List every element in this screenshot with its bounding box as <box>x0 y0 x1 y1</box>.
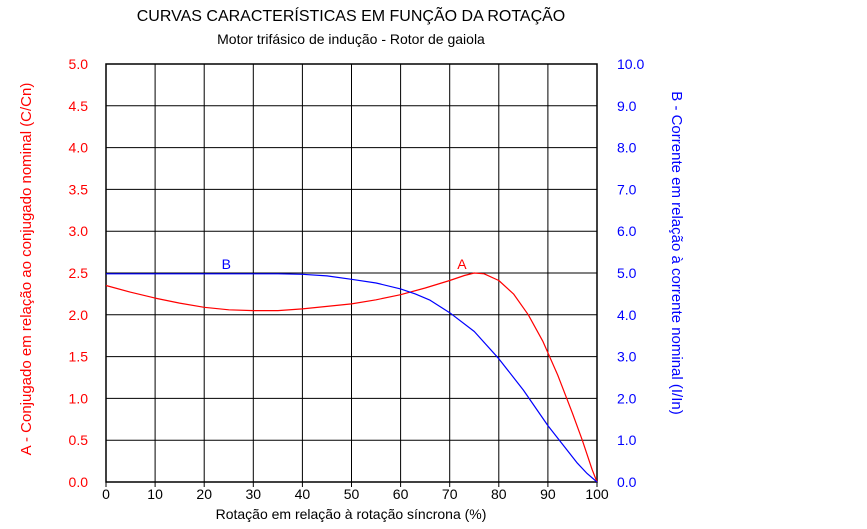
chart-subtitle: Motor trifásico de indução - Rotor de ga… <box>217 31 485 47</box>
annotation-label-b: B <box>222 256 231 272</box>
y-left-tick-label: 0.5 <box>69 432 89 448</box>
x-tick-label: 40 <box>295 486 311 502</box>
y-left-tick-label: 0.0 <box>69 474 89 490</box>
chart-title: CURVAS CARACTERÍSTICAS EM FUNÇÃO DA ROTA… <box>137 5 566 25</box>
y-right-tick-label: 8.0 <box>617 140 637 156</box>
y-right-tick-label: 9.0 <box>617 98 637 114</box>
series-layer <box>105 272 598 483</box>
y-right-tick-label: 2.0 <box>617 390 637 406</box>
annotations: AB <box>222 256 468 272</box>
y-left-tick-label: 2.5 <box>69 265 89 281</box>
x-tick-label: 10 <box>147 486 163 502</box>
y-right-tick-label: 5.0 <box>617 265 637 281</box>
y-left-tick-label: 4.0 <box>69 140 89 156</box>
annotation-label-a: A <box>457 256 467 272</box>
series-line-b <box>106 273 598 483</box>
y-right-tick-label: 1.0 <box>617 432 637 448</box>
x-tick-label: 70 <box>442 486 458 502</box>
y-left-tick-label: 3.0 <box>69 223 89 239</box>
y-right-tick-label: 6.0 <box>617 223 637 239</box>
y-left-tick-label: 2.0 <box>69 307 89 323</box>
y-axis-left-label: A - Conjugado em relação ao conjugado no… <box>18 83 35 456</box>
y-left-tick-label: 5.0 <box>69 56 89 72</box>
x-tick-label: 90 <box>540 486 556 502</box>
x-tick-label: 60 <box>393 486 409 502</box>
y-right-tick-label: 0.0 <box>617 474 637 490</box>
grid <box>105 63 598 483</box>
y-axis-right-label: B - Corrente em relação à corrente nomin… <box>668 91 685 414</box>
x-axis-label: Rotação em relação à rotação síncrona (%… <box>216 506 487 522</box>
y-right-tick-label: 10.0 <box>617 56 644 72</box>
series-line-a <box>105 272 598 483</box>
y-left-tick-label: 1.0 <box>69 390 89 406</box>
y-left-tick-label: 4.5 <box>69 98 89 114</box>
y-right-tick-label: 4.0 <box>617 307 637 323</box>
y-left-tick-label: 3.5 <box>69 181 89 197</box>
x-tick-label: 100 <box>585 486 609 502</box>
x-tick-label: 80 <box>491 486 507 502</box>
x-tick-label: 30 <box>246 486 262 502</box>
y-right-tick-label: 3.0 <box>617 349 637 365</box>
x-tick-label: 0 <box>102 486 110 502</box>
x-tick-label: 20 <box>196 486 212 502</box>
y-right-tick-label: 7.0 <box>617 181 637 197</box>
axes: 0 10 20 30 40 50 60 70 80 90 100 0.0 0.5 1.0 1.5 2.0 2.5… <box>69 56 645 502</box>
x-tick-label: 50 <box>344 486 360 502</box>
y-left-tick-label: 1.5 <box>69 349 89 365</box>
